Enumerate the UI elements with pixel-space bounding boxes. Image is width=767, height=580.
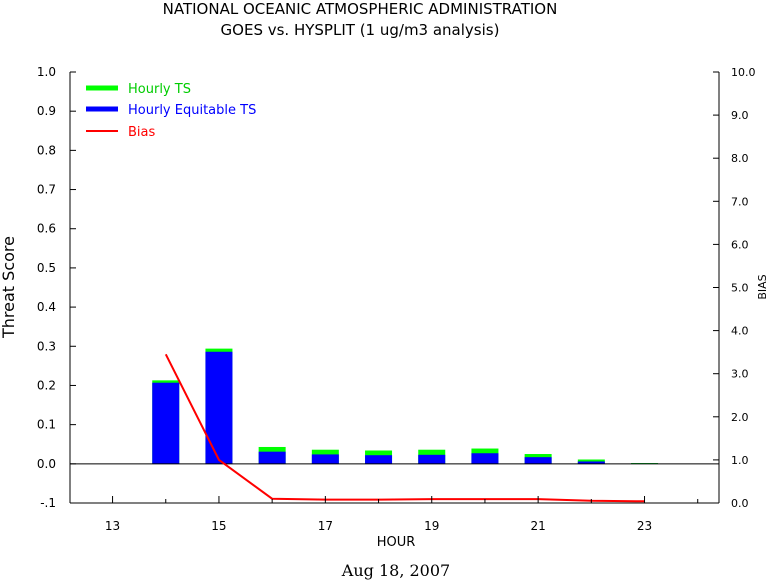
legend: Hourly TS Hourly Equitable TS Bias <box>86 82 256 140</box>
right-tick-label: 1.0 <box>731 454 749 467</box>
right-axis-label: BIAS <box>756 274 767 299</box>
bar-layer <box>152 348 659 464</box>
hourly-equitable-ts-bar <box>258 451 286 464</box>
left-axis: -.1 0.0 0.1 0.2 0.3 0.4 0.5 0.6 0.7 0.8 0.9 1.0 <box>37 65 76 510</box>
y-axis-label: Threat Score <box>0 236 18 339</box>
y-tick-label: 0.0 <box>37 457 56 471</box>
x-tick-label: 17 <box>318 519 333 533</box>
y-tick-label: 0.4 <box>37 300 56 314</box>
y-tick-label: 0.2 <box>37 378 56 392</box>
x-tick-label: 19 <box>424 519 439 533</box>
right-tick-label: 7.0 <box>731 195 749 208</box>
x-tick-label: 21 <box>530 519 545 533</box>
x-tick-label: 23 <box>637 519 652 533</box>
hourly-equitable-ts-bar <box>418 454 446 464</box>
legend-label: Bias <box>128 125 155 140</box>
hourly-equitable-ts-bar <box>524 457 552 464</box>
date-label: Aug 18, 2007 <box>341 561 450 580</box>
y-tick-label: 0.6 <box>37 222 56 236</box>
right-tick-label: 8.0 <box>731 152 749 165</box>
bias-line <box>164 353 645 503</box>
hourly-equitable-ts-bar <box>311 454 339 464</box>
right-tick-label: 2.0 <box>731 411 749 424</box>
chart-title: NATIONAL OCEANIC ATMOSPHERIC ADMINISTRAT… <box>163 0 558 18</box>
y-tick-label: 1.0 <box>37 65 56 79</box>
y-tick-label: 0.8 <box>37 143 56 157</box>
hourly-equitable-ts-bar <box>152 382 180 464</box>
hourly-equitable-ts-bar <box>577 461 605 464</box>
right-tick-label: 9.0 <box>731 109 749 122</box>
x-tick-label: 13 <box>105 519 120 533</box>
y-tick-label: 0.7 <box>37 183 56 197</box>
right-tick-label: 5.0 <box>731 282 749 295</box>
x-axis-label: HOUR <box>377 535 416 550</box>
legend-label: Hourly Equitable TS <box>128 103 256 118</box>
x-axis: 13 15 17 19 21 23 <box>105 496 699 533</box>
legend-label: Hourly TS <box>128 82 191 97</box>
chart-subtitle: GOES vs. HYSPLIT (1 ug/m3 analysis) <box>221 21 500 39</box>
right-tick-label: 10.0 <box>731 66 756 79</box>
right-tick-label: 0.0 <box>731 497 749 510</box>
right-axis: 0.0 1.0 2.0 3.0 4.0 5.0 6.0 7.0 8.0 9.0 10.0 <box>713 66 756 510</box>
hourly-equitable-ts-bar <box>365 455 393 464</box>
hourly-equitable-ts-bar <box>205 351 233 464</box>
hourly-equitable-ts-bar <box>471 453 499 464</box>
y-tick-label: 0.5 <box>37 261 56 275</box>
y-tick-label: 0.3 <box>37 339 56 353</box>
x-tick-label: 15 <box>211 519 226 533</box>
bias-line-layer <box>164 353 645 503</box>
y-tick-label: 0.9 <box>37 104 56 118</box>
y-tick-label: 0.1 <box>37 418 56 432</box>
right-tick-label: 3.0 <box>731 368 749 381</box>
right-tick-label: 4.0 <box>731 325 749 338</box>
right-tick-label: 6.0 <box>731 238 749 251</box>
y-tick-label: -.1 <box>40 496 56 510</box>
